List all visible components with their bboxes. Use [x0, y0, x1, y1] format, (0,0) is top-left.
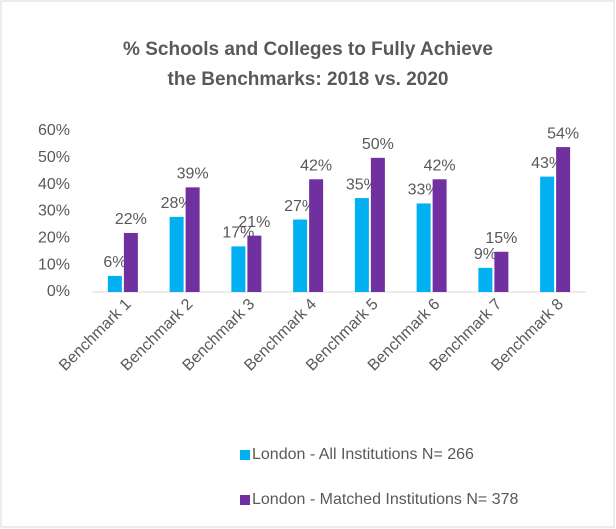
value-label: 15%	[485, 230, 517, 247]
bar	[416, 203, 431, 292]
value-label: 35%	[346, 176, 378, 193]
value-label: 6%	[103, 254, 126, 271]
value-label: 17%	[222, 225, 254, 242]
legend-swatch	[240, 450, 250, 460]
legend-label: London - Matched Institutions N= 378	[252, 491, 518, 508]
bar	[478, 267, 493, 292]
bar	[556, 147, 571, 292]
bar	[247, 235, 262, 292]
value-label: 42%	[424, 158, 456, 175]
chart-title: % Schools and Colleges to Fully Achieve	[123, 39, 493, 60]
value-label: 50%	[362, 136, 394, 153]
y-tick-label: 10%	[38, 256, 70, 273]
value-label: 21%	[238, 214, 270, 231]
y-tick-label: 60%	[38, 122, 70, 139]
value-label: 42%	[300, 158, 332, 175]
chart-title: the Benchmarks: 2018 vs. 2020	[168, 69, 449, 90]
y-tick-label: 50%	[38, 149, 70, 166]
legend-label: London - All Institutions N= 266	[252, 446, 474, 463]
y-tick-label: 20%	[38, 230, 70, 247]
bar	[169, 216, 184, 292]
bar	[432, 179, 447, 292]
y-tick-label: 0%	[47, 283, 70, 300]
bar	[354, 198, 369, 292]
value-label: 27%	[284, 198, 316, 215]
bar	[107, 275, 122, 292]
y-tick-label: 40%	[38, 176, 70, 193]
value-label: 33%	[408, 182, 440, 199]
value-label: 54%	[547, 125, 579, 142]
value-label: 39%	[177, 166, 209, 183]
value-label: 28%	[161, 195, 193, 212]
bar	[370, 157, 385, 292]
bar	[231, 246, 246, 292]
bar	[123, 232, 138, 292]
bar	[494, 251, 509, 292]
bar	[293, 219, 308, 292]
bar	[185, 187, 200, 292]
legend-swatch	[240, 495, 250, 505]
value-label: 22%	[115, 211, 147, 228]
value-label: 9%	[474, 246, 497, 263]
bar	[309, 179, 324, 292]
y-tick-label: 30%	[38, 203, 70, 220]
value-label: 43%	[531, 155, 563, 172]
bar	[540, 176, 555, 292]
